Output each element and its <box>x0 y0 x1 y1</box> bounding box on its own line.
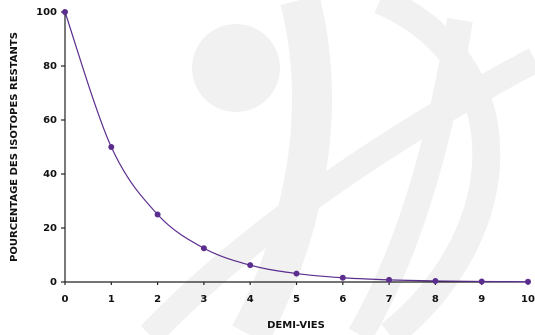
y-tick-label: 0 <box>50 277 57 288</box>
point <box>340 275 346 281</box>
point <box>294 271 300 277</box>
x-tick-label: 4 <box>247 294 254 305</box>
point <box>247 262 253 268</box>
x-tick-label: 5 <box>293 294 300 305</box>
y-tick-label: 60 <box>43 115 57 126</box>
y-tick-label: 80 <box>43 61 57 72</box>
x-tick-label: 3 <box>200 294 207 305</box>
y-axis-label: POURCENTAGE DES ISOTOPES RESTANTS <box>9 32 20 262</box>
x-tick-label: 0 <box>62 294 69 305</box>
x-tick-label: 9 <box>478 294 485 305</box>
x-tick-label: 2 <box>154 294 161 305</box>
x-tick-label: 1 <box>108 294 115 305</box>
y-tick-label: 20 <box>43 223 57 234</box>
point <box>108 144 114 150</box>
point <box>155 212 161 218</box>
x-tick-label: 6 <box>339 294 346 305</box>
x-axis-label: DEMI-VIES <box>267 320 325 331</box>
point <box>525 279 531 285</box>
x-tick-label: 8 <box>432 294 439 305</box>
x-tick-label: 7 <box>386 294 393 305</box>
y-tick-label: 100 <box>36 7 57 18</box>
y-tick-label: 40 <box>43 169 57 180</box>
point <box>479 278 485 284</box>
x-tick-label: 10 <box>521 294 535 305</box>
chart: DEMI-VIES POURCENTAGE DES ISOTOPES RESTA… <box>0 0 535 335</box>
point <box>386 277 392 283</box>
point <box>432 278 438 284</box>
point <box>62 9 68 15</box>
point <box>201 245 207 251</box>
